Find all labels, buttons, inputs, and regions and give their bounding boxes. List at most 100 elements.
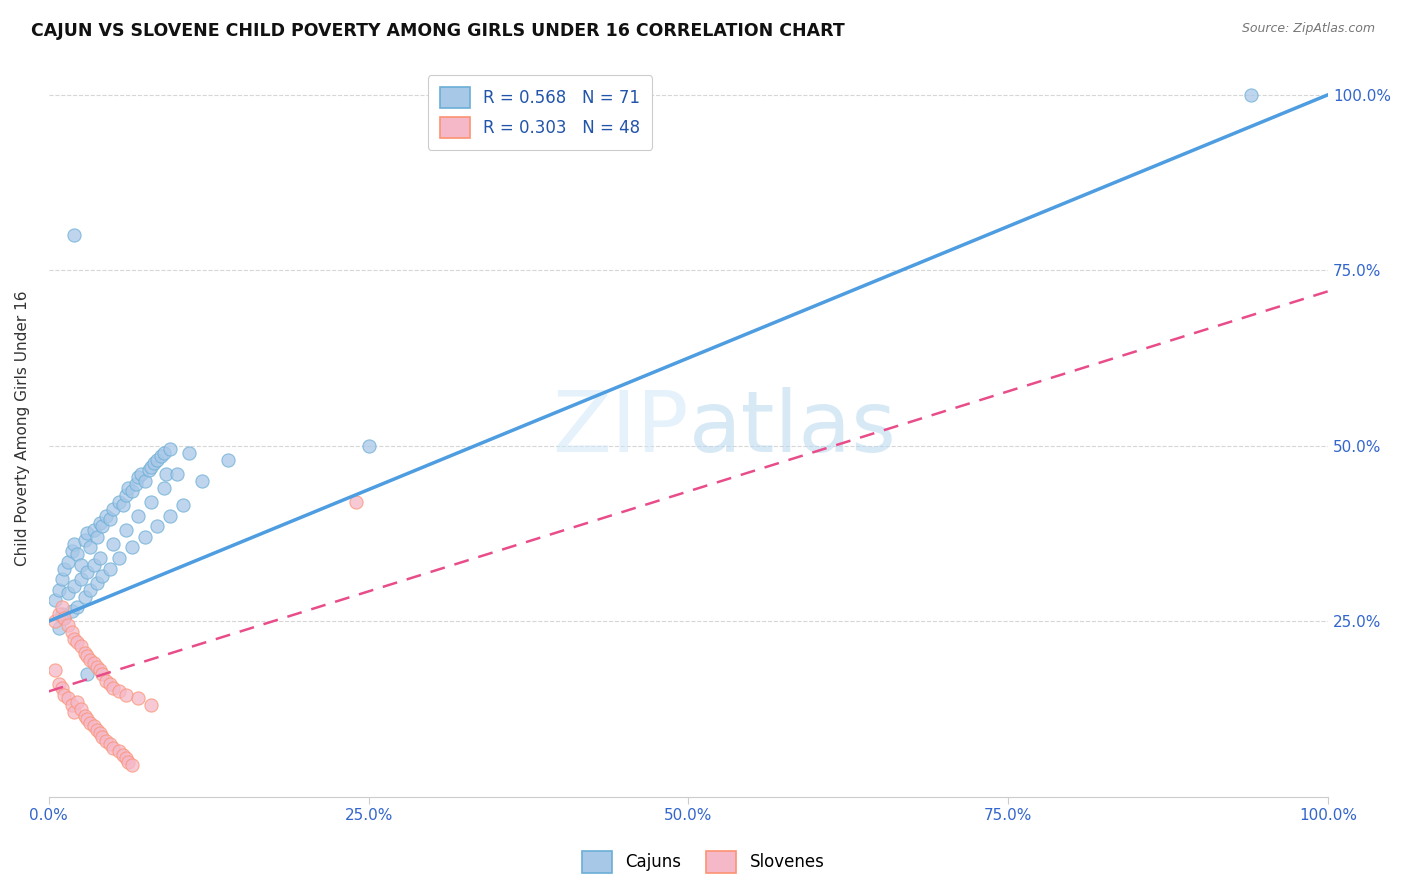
- Text: ZIP: ZIP: [553, 386, 689, 469]
- Point: [51, 681, 73, 695]
- Point: [89, 551, 111, 566]
- Point: [344, 495, 367, 509]
- Point: [83, 523, 105, 537]
- Point: [153, 481, 176, 495]
- Point: [76, 649, 98, 664]
- Point: [191, 474, 214, 488]
- Point: [121, 541, 143, 555]
- Point: [60, 544, 83, 558]
- Y-axis label: Child Poverty Among Girls Under 16: Child Poverty Among Girls Under 16: [15, 291, 30, 566]
- Text: atlas: atlas: [689, 386, 897, 469]
- Point: [139, 698, 162, 713]
- Point: [83, 719, 105, 733]
- Point: [73, 533, 96, 548]
- Point: [89, 726, 111, 740]
- Point: [114, 488, 136, 502]
- Point: [127, 691, 149, 706]
- Point: [53, 610, 76, 624]
- Point: [63, 228, 86, 243]
- Point: [91, 519, 114, 533]
- Point: [86, 723, 108, 737]
- Point: [86, 660, 108, 674]
- Point: [53, 610, 76, 624]
- Point: [139, 495, 162, 509]
- Point: [66, 635, 89, 649]
- Point: [79, 541, 101, 555]
- Point: [76, 666, 98, 681]
- Point: [76, 565, 98, 579]
- Point: [63, 537, 86, 551]
- Point: [56, 691, 79, 706]
- Point: [142, 456, 165, 470]
- Point: [96, 508, 118, 523]
- Point: [129, 467, 152, 481]
- Point: [91, 730, 114, 744]
- Point: [98, 737, 121, 751]
- Point: [134, 474, 156, 488]
- Point: [101, 501, 124, 516]
- Point: [98, 561, 121, 575]
- Point: [73, 590, 96, 604]
- Point: [108, 551, 131, 566]
- Point: [357, 439, 380, 453]
- Point: [89, 516, 111, 530]
- Point: [101, 681, 124, 695]
- Point: [63, 632, 86, 646]
- Point: [79, 582, 101, 597]
- Point: [108, 684, 131, 698]
- Point: [56, 586, 79, 600]
- Point: [63, 706, 86, 720]
- Point: [1240, 87, 1263, 102]
- Point: [73, 646, 96, 660]
- Point: [51, 607, 73, 622]
- Legend: Cajuns, Slovenes: Cajuns, Slovenes: [575, 845, 831, 880]
- Point: [155, 467, 177, 481]
- Point: [96, 733, 118, 747]
- Point: [98, 677, 121, 691]
- Point: [117, 755, 139, 769]
- Point: [56, 554, 79, 568]
- Point: [60, 604, 83, 618]
- Point: [48, 582, 70, 597]
- Point: [69, 639, 91, 653]
- Point: [69, 558, 91, 572]
- Point: [114, 751, 136, 765]
- Point: [63, 579, 86, 593]
- Point: [138, 463, 160, 477]
- Point: [60, 624, 83, 639]
- Point: [127, 508, 149, 523]
- Point: [79, 653, 101, 667]
- Point: [76, 713, 98, 727]
- Point: [159, 442, 181, 457]
- Point: [125, 477, 148, 491]
- Point: [121, 758, 143, 772]
- Point: [51, 572, 73, 586]
- Point: [146, 452, 169, 467]
- Point: [44, 593, 66, 607]
- Point: [117, 481, 139, 495]
- Point: [89, 663, 111, 677]
- Point: [83, 558, 105, 572]
- Legend: R = 0.568   N = 71, R = 0.303   N = 48: R = 0.568 N = 71, R = 0.303 N = 48: [427, 75, 652, 150]
- Point: [108, 744, 131, 758]
- Point: [179, 446, 201, 460]
- Point: [69, 572, 91, 586]
- Point: [60, 698, 83, 713]
- Point: [66, 548, 89, 562]
- Point: [86, 530, 108, 544]
- Point: [69, 702, 91, 716]
- Point: [166, 467, 188, 481]
- Point: [146, 519, 169, 533]
- Point: [83, 657, 105, 671]
- Point: [150, 449, 173, 463]
- Point: [139, 459, 162, 474]
- Point: [98, 512, 121, 526]
- Point: [66, 695, 89, 709]
- Point: [134, 530, 156, 544]
- Point: [48, 607, 70, 622]
- Point: [91, 666, 114, 681]
- Point: [79, 716, 101, 731]
- Point: [76, 526, 98, 541]
- Point: [48, 621, 70, 635]
- Point: [114, 688, 136, 702]
